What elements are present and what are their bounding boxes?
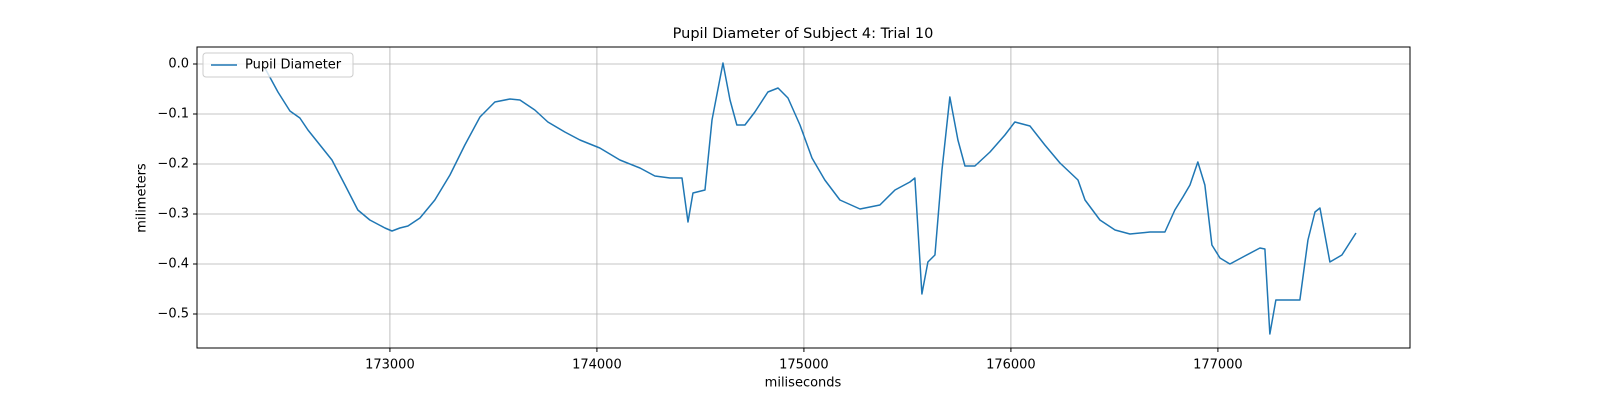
y-tick-label: −0.4	[157, 257, 189, 272]
x-tick-label: 175000	[779, 358, 829, 373]
y-tick-label: −0.3	[157, 207, 189, 222]
y-tick-label: −0.1	[157, 107, 189, 122]
y-tick-label: −0.2	[157, 157, 189, 172]
legend-label: Pupil Diameter	[245, 58, 342, 73]
x-tick-label: 174000	[572, 358, 622, 373]
x-axis-label: miliseconds	[765, 376, 842, 391]
x-tick-label: 173000	[365, 358, 415, 373]
chart-title: Pupil Diameter of Subject 4: Trial 10	[673, 26, 934, 42]
y-axis-label: milimeters	[135, 163, 150, 233]
x-tick-label: 177000	[1193, 358, 1243, 373]
x-tick-label: 176000	[986, 358, 1036, 373]
line-series	[264, 62, 1357, 335]
y-tick-label: 0.0	[168, 57, 189, 72]
y-tick-label: −0.5	[157, 307, 189, 322]
legend-box	[202, 52, 354, 78]
plot-frame	[196, 46, 1411, 349]
